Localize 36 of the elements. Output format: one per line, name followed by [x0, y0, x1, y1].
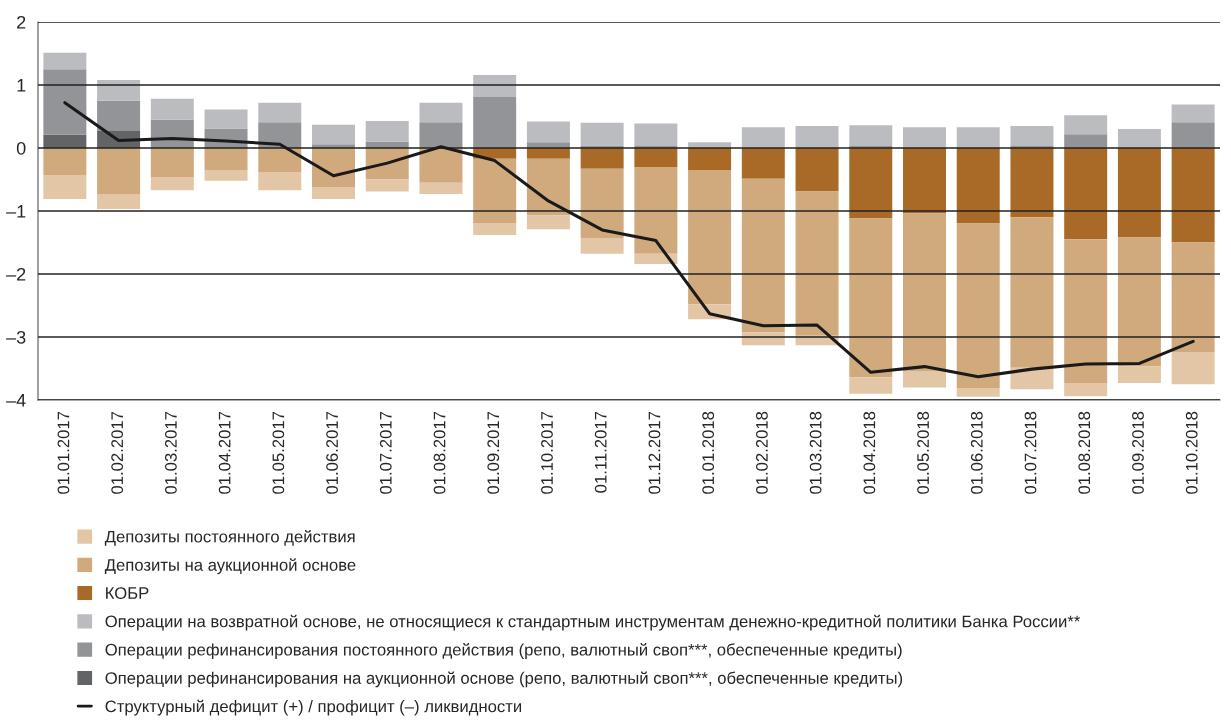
x-tick-label: 01.01.2018 — [702, 411, 715, 494]
x-tick-label: 01.03.2018 — [809, 411, 822, 494]
legend-label: Операции на возвратной основе, не относящиеся к стандартным инструментам денежно-кредитной политики Банка России** — [105, 614, 1081, 631]
y-tick-label: –2 — [6, 267, 26, 281]
x-tick-label: 01.10.2018 — [1185, 411, 1198, 494]
legend-label: Операции рефинансирования постоянного действия (репо, валютный своп***, обеспеченные кредиты) — [105, 643, 902, 659]
x-tick-label: 01.06.2017 — [326, 411, 338, 494]
x-tick-label: 01.04.2017 — [218, 411, 231, 494]
x-tick-label: 01.03.2017 — [164, 411, 177, 494]
legend-label: Депозиты на аукционной основе — [104, 558, 356, 575]
x-tick-label: 01.05.2017 — [272, 411, 285, 494]
legend-label: Структурный дефицит (+) / профицит (–) ликвидности — [105, 699, 522, 716]
x-tick-label: 01.02.2018 — [755, 411, 768, 494]
x-tick-label: 01.11.2017 — [594, 411, 607, 493]
x-tick-label: 01.02.2017 — [111, 411, 124, 494]
x-tick-label: 01.09.2017 — [487, 411, 500, 494]
x-tick-label: 01.06.2018 — [970, 411, 983, 494]
legend-label: КОБР — [106, 587, 149, 599]
x-tick-label: 01.10.2017 — [541, 411, 553, 494]
y-tick-label: 1 — [17, 79, 26, 92]
legend-label: Операции рефинансирования на аукционной основе (репо, валютный своп***, обеспеченные кредиты) — [105, 671, 903, 688]
x-tick-label: 01.05.2018 — [917, 411, 929, 494]
x-tick-label: 01.01.2017 — [57, 411, 70, 494]
x-tick-label: 01.08.2018 — [1078, 411, 1091, 494]
x-tick-label: 01.08.2017 — [433, 411, 446, 494]
y-tick-label: –4 — [6, 394, 26, 407]
x-tick-label: 01.09.2018 — [1132, 411, 1144, 494]
y-tick-label: 2 — [17, 15, 26, 29]
y-tick-label: –1 — [6, 205, 26, 218]
x-tick-label: 01.12.2017 — [648, 411, 661, 494]
x-tick-label: 01.04.2018 — [863, 411, 876, 494]
x-tick-label: 01.07.2018 — [1024, 411, 1037, 494]
y-tick-label: 0 — [16, 141, 26, 155]
legend-label: Депозиты постоянного действия — [104, 529, 355, 546]
y-tick-label: –3 — [6, 330, 26, 344]
x-tick-label: 01.07.2017 — [379, 411, 392, 494]
